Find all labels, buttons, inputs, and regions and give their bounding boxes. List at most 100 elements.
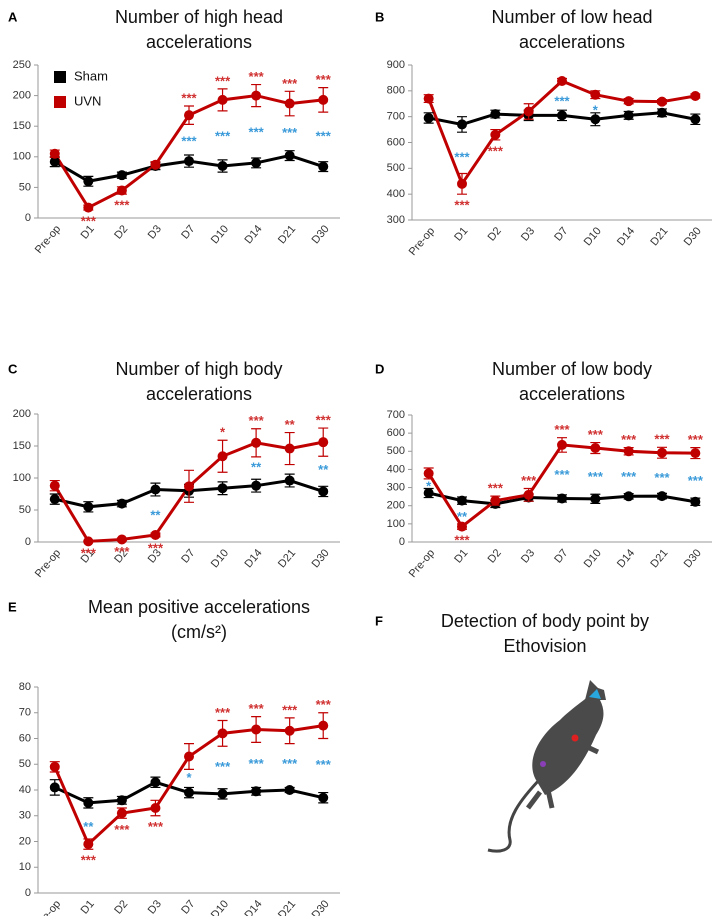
data-point xyxy=(150,159,161,170)
x-tick-label: D3 xyxy=(519,547,537,565)
data-point xyxy=(116,498,127,509)
x-tick-label: D21 xyxy=(276,223,298,246)
x-tick-label: D2 xyxy=(486,225,504,243)
data-point xyxy=(49,494,60,505)
significance-mark: *** xyxy=(282,125,298,140)
significance-mark: ** xyxy=(457,509,468,524)
data-point xyxy=(83,797,94,808)
significance-mark: *** xyxy=(454,198,470,213)
significance-mark: *** xyxy=(554,94,570,109)
x-tick-label: D30 xyxy=(310,547,332,570)
legend-label: Sham xyxy=(74,68,108,83)
data-point xyxy=(623,491,634,502)
x-tick-label: D7 xyxy=(552,547,570,565)
data-point xyxy=(423,488,434,499)
data-point xyxy=(690,496,701,507)
data-point xyxy=(284,785,295,795)
panel-label: C xyxy=(8,361,18,376)
y-tick-label: 200 xyxy=(13,408,31,420)
chart-title: accelerations xyxy=(519,32,625,52)
significance-mark: *** xyxy=(621,469,637,484)
x-tick-label: D30 xyxy=(682,225,704,248)
data-point xyxy=(284,98,295,109)
data-point xyxy=(184,787,194,798)
data-point xyxy=(251,90,262,101)
x-tick-label: D10 xyxy=(209,547,231,570)
data-point xyxy=(690,91,701,101)
x-tick-label: D30 xyxy=(682,547,704,570)
y-tick-label: 10 xyxy=(19,861,31,873)
data-point xyxy=(184,110,194,121)
significance-mark: *** xyxy=(215,759,231,774)
significance-mark: *** xyxy=(688,473,704,488)
x-tick-label: D1 xyxy=(452,225,470,243)
significance-mark: *** xyxy=(454,533,470,548)
x-tick-label: D3 xyxy=(519,225,537,243)
y-tick-label: 60 xyxy=(19,732,31,744)
significance-mark: *** xyxy=(81,853,97,868)
significance-mark: *** xyxy=(148,540,164,555)
y-tick-label: 50 xyxy=(19,758,31,770)
chart-title: Number of high body xyxy=(115,359,282,379)
panel-title: Detection of body point by xyxy=(441,611,649,631)
significance-mark: *** xyxy=(114,544,130,559)
x-tick-label: Pre-op xyxy=(33,898,63,916)
data-point xyxy=(150,529,161,540)
rat-head xyxy=(585,680,606,700)
x-tick-label: D2 xyxy=(112,223,130,241)
data-point xyxy=(590,89,601,100)
data-point xyxy=(318,94,329,105)
y-tick-label: 600 xyxy=(387,427,405,439)
x-tick-label: Pre-op xyxy=(33,547,63,580)
chart-title: (cm/s²) xyxy=(171,622,227,642)
data-point xyxy=(423,112,434,123)
data-point xyxy=(217,160,228,171)
data-point xyxy=(457,178,467,189)
significance-mark: *** xyxy=(316,413,332,428)
y-tick-label: 20 xyxy=(19,835,31,847)
data-point xyxy=(251,480,262,491)
x-tick-label: D7 xyxy=(179,223,197,241)
x-tick-label: D1 xyxy=(452,547,470,565)
data-point xyxy=(83,202,94,213)
y-tick-label: 0 xyxy=(25,536,31,548)
significance-mark: *** xyxy=(81,545,97,560)
chart-title: accelerations xyxy=(519,384,625,404)
chart-title: Mean positive accelerations xyxy=(88,597,310,617)
data-point xyxy=(184,751,194,762)
y-tick-label: 70 xyxy=(19,707,31,719)
x-tick-label: D2 xyxy=(112,898,130,916)
data-point xyxy=(49,761,60,772)
center-point xyxy=(571,734,579,742)
significance-mark: *** xyxy=(249,125,265,140)
y-tick-label: 80 xyxy=(19,681,31,693)
significance-mark: *** xyxy=(654,432,670,447)
x-tick-label: D30 xyxy=(310,223,332,246)
y-tick-label: 200 xyxy=(13,90,31,102)
data-point xyxy=(590,493,601,504)
significance-mark: *** xyxy=(688,432,704,447)
significance-mark: * xyxy=(593,102,599,117)
significance-mark: *** xyxy=(215,128,231,143)
data-point xyxy=(623,96,634,107)
series-line xyxy=(427,443,696,529)
y-tick-label: 300 xyxy=(387,481,405,493)
data-point xyxy=(523,106,534,117)
y-tick-label: 0 xyxy=(25,887,31,899)
data-point xyxy=(557,76,567,87)
data-point xyxy=(318,437,329,448)
significance-mark: *** xyxy=(454,150,470,165)
data-point xyxy=(657,107,667,118)
data-point xyxy=(557,493,567,504)
significance-mark: *** xyxy=(316,697,332,712)
significance-mark: ** xyxy=(150,508,161,523)
y-tick-label: 250 xyxy=(13,59,31,71)
x-tick-label: D21 xyxy=(648,225,670,248)
rat-image xyxy=(487,680,606,853)
significance-mark: *** xyxy=(249,413,265,428)
significance-mark: *** xyxy=(554,467,570,482)
data-point xyxy=(318,161,329,172)
y-tick-label: 500 xyxy=(387,162,405,174)
data-point xyxy=(49,480,60,491)
